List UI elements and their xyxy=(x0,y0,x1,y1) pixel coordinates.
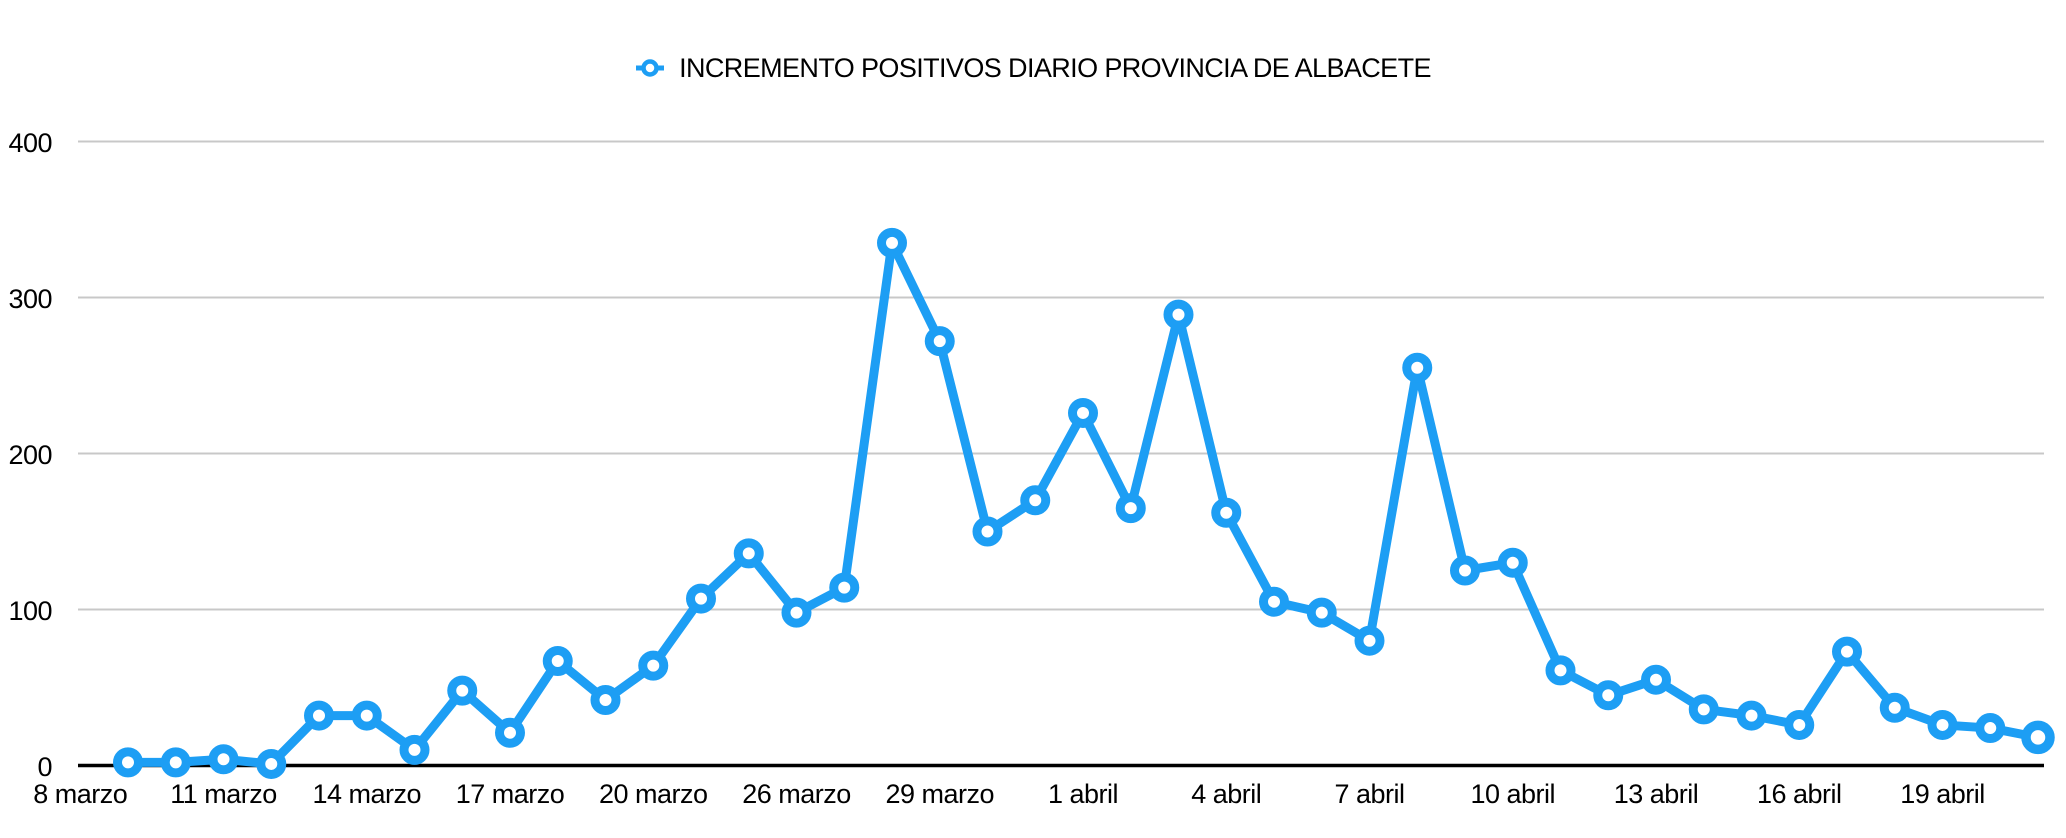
data-point-marker xyxy=(1927,709,1958,740)
x-axis-tick-label: 26 marzo xyxy=(742,779,851,809)
x-axis-tick-label: 20 marzo xyxy=(599,779,708,809)
data-point-marker xyxy=(1641,664,1671,695)
data-point-marker xyxy=(1354,625,1385,656)
data-point-marker xyxy=(495,717,525,748)
x-axis-tick-label: 29 marzo xyxy=(885,779,994,809)
data-point-marker xyxy=(924,326,955,357)
data-point-marker xyxy=(1832,636,1862,667)
data-point-marker xyxy=(1068,397,1098,428)
data-point-marker xyxy=(1450,555,1480,586)
data-point-marker xyxy=(1879,692,1910,723)
data-point-marker xyxy=(1402,352,1433,383)
data-point-marker xyxy=(1115,493,1146,524)
x-axis-tick-label: 14 marzo xyxy=(312,779,421,809)
data-point-marker xyxy=(208,744,239,775)
y-axis-tick-label: 200 xyxy=(8,440,52,470)
data-point-marker xyxy=(351,700,382,731)
data-point-marker xyxy=(590,684,621,715)
data-point-marker xyxy=(829,572,860,603)
x-axis-tick-label: 17 marzo xyxy=(456,779,565,809)
y-axis-tick-label: 400 xyxy=(8,128,52,158)
data-point-marker xyxy=(733,538,764,569)
data-point-marker xyxy=(113,747,143,778)
x-axis-tick-label: 19 abril xyxy=(1900,779,1985,809)
data-point-marker xyxy=(1211,497,1242,528)
data-point-marker xyxy=(686,583,716,614)
data-point-marker xyxy=(1497,547,1528,578)
x-axis-tick-label: 11 marzo xyxy=(170,779,277,809)
data-point-marker xyxy=(1688,694,1719,725)
data-point-marker xyxy=(304,700,334,731)
y-axis-tick-label: 100 xyxy=(8,596,52,626)
y-axis-tick-label: 0 xyxy=(37,752,52,782)
data-point-marker xyxy=(877,227,907,258)
data-point-marker xyxy=(1163,299,1194,330)
x-axis-tick-label: 7 abril xyxy=(1334,779,1404,809)
x-axis-tick-label: 8 marzo xyxy=(33,779,127,809)
y-axis-tick-label: 300 xyxy=(8,284,52,314)
data-point-marker xyxy=(1736,700,1767,731)
data-point-marker xyxy=(160,747,191,778)
x-axis-tick-label: 4 abril xyxy=(1191,779,1261,809)
data-point-marker xyxy=(2021,720,2055,755)
x-axis-tick-label: 16 abril xyxy=(1757,779,1842,809)
x-axis-tick-label: 1 abril xyxy=(1048,779,1118,809)
data-point-marker xyxy=(1306,597,1337,628)
data-point-marker xyxy=(638,650,669,681)
data-point-marker xyxy=(972,516,1003,547)
x-axis-tick-label: 13 abril xyxy=(1614,779,1699,809)
series-line xyxy=(123,238,2043,769)
data-point-marker xyxy=(256,748,287,779)
data-point-marker xyxy=(781,597,812,628)
data-point-marker xyxy=(1020,485,1051,516)
data-point-marker xyxy=(542,645,573,676)
data-point-marker xyxy=(1975,713,2006,744)
data-point-marker xyxy=(447,675,478,706)
data-point-marker xyxy=(399,734,430,765)
data-point-marker xyxy=(1593,680,1624,711)
x-axis-tick-label: 10 abril xyxy=(1470,779,1555,809)
data-point-marker xyxy=(1545,655,1576,686)
data-point-marker xyxy=(1784,709,1815,740)
data-point-marker xyxy=(1259,586,1289,617)
